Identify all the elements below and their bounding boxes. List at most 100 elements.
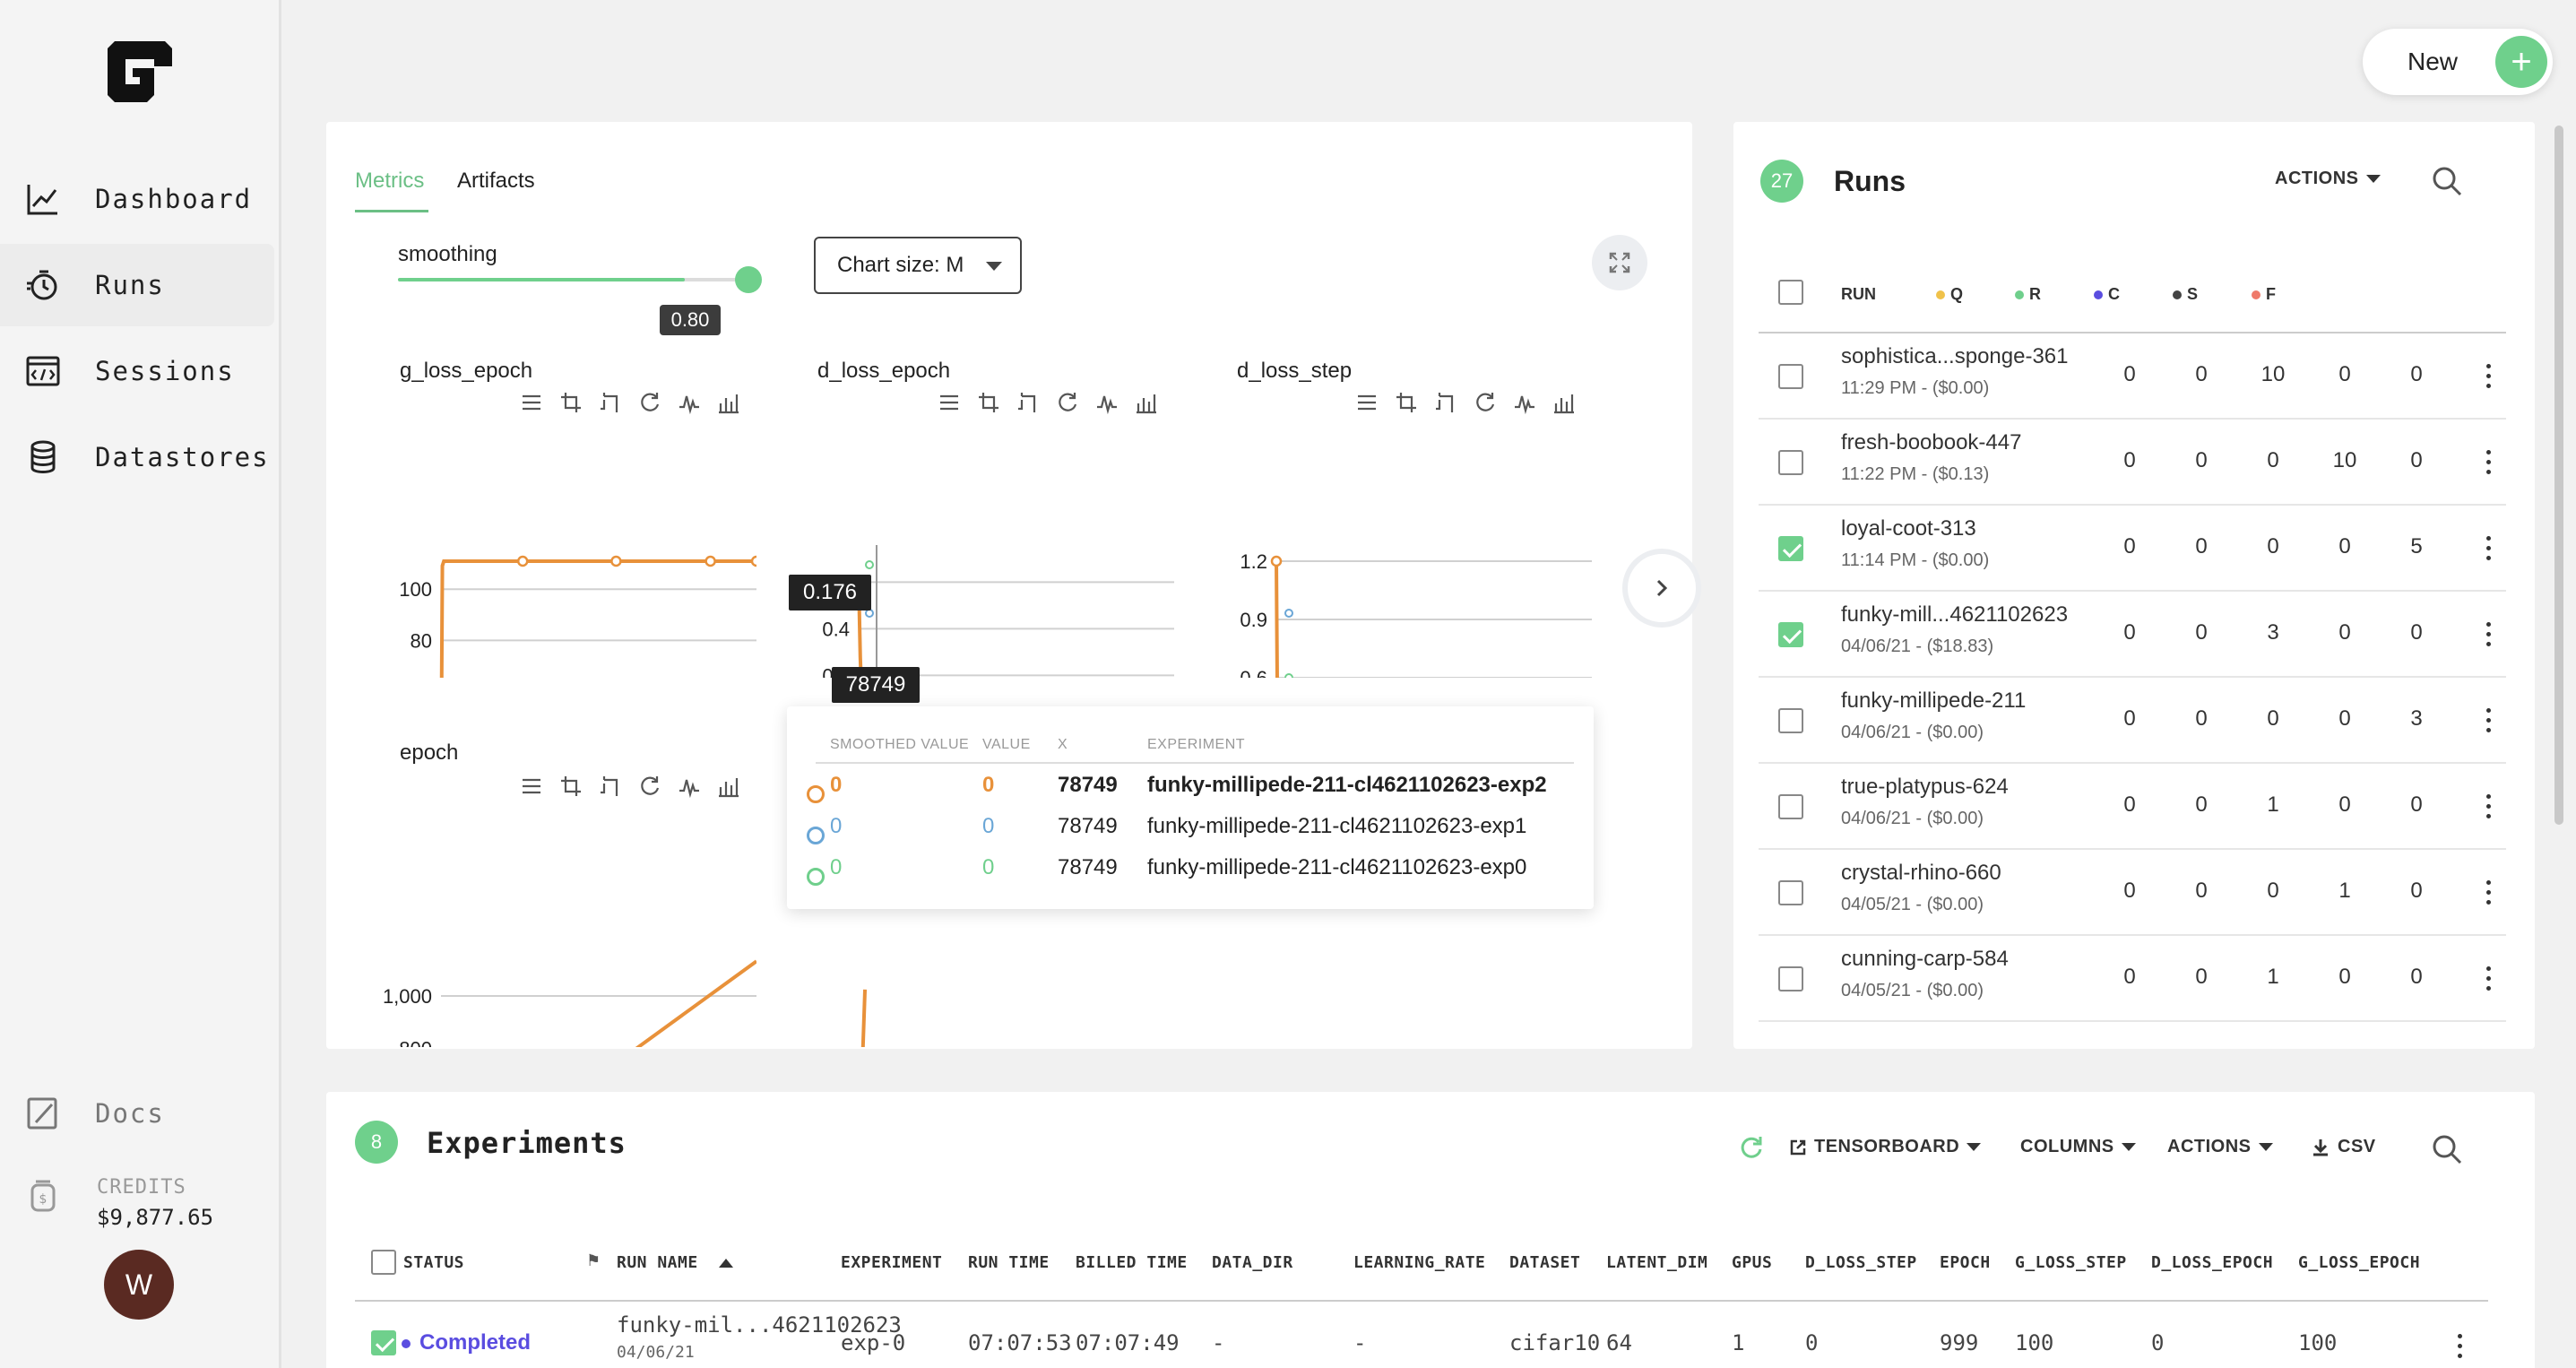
column-header[interactable]: BILLED TIME xyxy=(1076,1253,1188,1272)
crop-alt-icon[interactable] xyxy=(1434,391,1457,414)
waveform-icon[interactable] xyxy=(1095,391,1119,414)
sidebar-item-datastores[interactable]: Datastores xyxy=(0,416,274,498)
crop-icon[interactable] xyxy=(559,391,583,414)
run-row[interactable]: cunning-carp-584 04/05/21 - ($0.00) 0 0 1 0 0 xyxy=(1759,936,2506,1022)
expand-button[interactable] xyxy=(1592,235,1647,290)
g-loss-epoch-chart[interactable]: 33618204060801001.2k366.2k731.2k1.1m xyxy=(326,427,756,678)
refresh-icon[interactable] xyxy=(1474,391,1497,414)
run-name[interactable]: crystal-rhino-660 xyxy=(1841,861,2001,885)
run-checkbox[interactable] xyxy=(1778,536,1803,561)
tab-metrics[interactable]: Metrics xyxy=(355,169,425,193)
waveform-icon[interactable] xyxy=(1513,391,1536,414)
column-header[interactable]: LATENT_DIM xyxy=(1606,1253,1708,1272)
waveform-icon[interactable] xyxy=(678,391,701,414)
more-vert-icon[interactable] xyxy=(2486,966,2492,991)
select-all-experiments-checkbox[interactable] xyxy=(371,1250,396,1275)
logo-icon[interactable] xyxy=(106,39,174,104)
run-name[interactable]: sophistica...sponge-361 xyxy=(1841,344,2069,368)
experiments-actions-button[interactable]: ACTIONS xyxy=(2167,1137,2273,1157)
tensorboard-button[interactable]: TENSORBOARD xyxy=(1789,1137,1982,1157)
search-icon[interactable] xyxy=(2429,163,2465,199)
more-vert-icon[interactable] xyxy=(2486,708,2492,733)
column-header[interactable]: D_LOSS_STEP xyxy=(1805,1253,1917,1272)
crop-icon[interactable] xyxy=(977,391,1000,414)
crop-icon[interactable] xyxy=(559,775,583,798)
run-checkbox[interactable] xyxy=(1778,364,1803,389)
run-name[interactable]: cunning-carp-584 xyxy=(1841,947,2009,971)
run-name[interactable]: fresh-boobook-447 xyxy=(1841,430,2022,455)
sidebar-item-runs[interactable]: Runs xyxy=(0,244,274,326)
pin-icon[interactable]: ⚑ xyxy=(586,1251,601,1269)
next-charts-button[interactable] xyxy=(1622,549,1701,628)
sidebar-item-docs[interactable]: Docs xyxy=(0,1072,274,1155)
run-row[interactable]: true-platypus-624 04/06/21 - ($0.00) 0 0 1 0… xyxy=(1759,764,2506,850)
sort-asc-icon[interactable] xyxy=(719,1259,733,1268)
menu-icon[interactable] xyxy=(520,391,543,414)
experiment-row-checkbox[interactable] xyxy=(371,1330,396,1355)
run-name[interactable]: funky-mill...4621102623 xyxy=(1841,602,2069,627)
run-row[interactable]: fresh-boobook-447 11:22 PM - ($0.13) 0 0 0 1… xyxy=(1759,420,2506,506)
run-row[interactable]: crystal-rhino-660 04/05/21 - ($0.00) 0 0 0 1… xyxy=(1759,850,2506,936)
run-checkbox[interactable] xyxy=(1778,880,1803,905)
sidebar-item-dashboard[interactable]: Dashboard xyxy=(0,158,274,240)
run-checkbox[interactable] xyxy=(1778,708,1803,733)
bar-chart-icon[interactable] xyxy=(717,391,740,414)
d-loss-epoch-chart[interactable]: 0.10.20.30.40.566.2k731.2k1.1m xyxy=(744,427,1174,678)
epoch-chart[interactable]: 4006008001,000 xyxy=(326,803,756,1047)
menu-icon[interactable] xyxy=(1355,391,1379,414)
run-checkbox[interactable] xyxy=(1778,966,1803,991)
bar-chart-icon[interactable] xyxy=(1135,391,1158,414)
column-header[interactable]: G_LOSS_EPOCH xyxy=(2298,1253,2421,1272)
run-row[interactable]: funky-mill...4621102623 04/06/21 - ($18.… xyxy=(1759,592,2506,678)
run-checkbox[interactable] xyxy=(1778,450,1803,475)
column-header[interactable]: DATA_DIR xyxy=(1212,1253,1293,1272)
scrollbar[interactable] xyxy=(2554,126,2563,825)
refresh-icon[interactable] xyxy=(1739,1135,1764,1160)
run-name[interactable]: true-platypus-624 xyxy=(1841,775,2009,799)
more-vert-icon[interactable] xyxy=(2458,1334,2463,1359)
refresh-icon[interactable] xyxy=(638,391,661,414)
crop-alt-icon[interactable] xyxy=(599,391,622,414)
menu-icon[interactable] xyxy=(520,775,543,798)
cell-run-name[interactable]: funky-mil...4621102623 04/06/21 xyxy=(617,1312,902,1363)
more-vert-icon[interactable] xyxy=(2486,536,2492,561)
avatar[interactable]: W xyxy=(104,1250,174,1320)
run-checkbox[interactable] xyxy=(1778,794,1803,819)
sidebar-item-sessions[interactable]: Sessions xyxy=(0,330,274,412)
columns-button[interactable]: COLUMNS xyxy=(2020,1137,2136,1157)
run-row[interactable]: loyal-coot-313 11:14 PM - ($0.00) 0 0 0 0 5 xyxy=(1759,506,2506,592)
more-vert-icon[interactable] xyxy=(2486,450,2492,475)
refresh-icon[interactable] xyxy=(1056,391,1079,414)
crop-alt-icon[interactable] xyxy=(1016,391,1040,414)
column-header[interactable]: EXPERIMENT xyxy=(841,1253,943,1272)
tab-artifacts[interactable]: Artifacts xyxy=(457,169,535,193)
more-vert-icon[interactable] xyxy=(2486,364,2492,389)
menu-icon[interactable] xyxy=(938,391,961,414)
run-name[interactable]: funky-millipede-211 xyxy=(1841,688,2027,713)
new-button[interactable]: New + xyxy=(2363,29,2553,95)
column-header[interactable]: DATASET xyxy=(1509,1253,1581,1272)
more-vert-icon[interactable] xyxy=(2486,794,2492,819)
run-row[interactable]: funky-millipede-211 04/06/21 - ($0.00) 0 0… xyxy=(1759,678,2506,764)
select-all-runs-checkbox[interactable] xyxy=(1778,280,1803,305)
run-row[interactable]: sophistica...sponge-361 11:29 PM - ($0.0… xyxy=(1759,333,2506,420)
refresh-icon[interactable] xyxy=(638,775,661,798)
more-vert-icon[interactable] xyxy=(2486,622,2492,647)
run-name[interactable]: funky-mil...4621102623 xyxy=(617,1312,902,1338)
crop-icon[interactable] xyxy=(1395,391,1418,414)
bar-chart-icon[interactable] xyxy=(717,775,740,798)
more-vert-icon[interactable] xyxy=(2486,880,2492,905)
waveform-icon[interactable] xyxy=(678,775,701,798)
csv-download-button[interactable]: CSV xyxy=(2311,1137,2376,1157)
smoothing-slider[interactable] xyxy=(398,266,762,293)
column-header[interactable]: EPOCH xyxy=(1940,1253,1991,1272)
d-loss-step-chart[interactable]: 00.30.60.91.249364.4k728.7k1.1m xyxy=(1162,427,1592,678)
column-header[interactable]: LEARNING_RATE xyxy=(1353,1253,1486,1272)
crop-alt-icon[interactable] xyxy=(599,775,622,798)
column-header[interactable]: RUN TIME xyxy=(968,1253,1050,1272)
column-header[interactable]: G_LOSS_STEP xyxy=(2015,1253,2127,1272)
runs-actions-button[interactable]: ACTIONS xyxy=(2275,169,2381,189)
chart-size-select[interactable]: Chart size: M xyxy=(814,237,1022,294)
search-icon[interactable] xyxy=(2429,1131,2465,1167)
bar-chart-icon[interactable] xyxy=(1552,391,1576,414)
